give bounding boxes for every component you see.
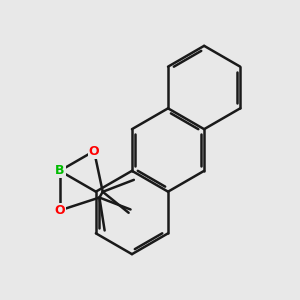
- Text: B: B: [55, 164, 64, 177]
- Text: O: O: [89, 145, 99, 158]
- Text: O: O: [55, 204, 65, 217]
